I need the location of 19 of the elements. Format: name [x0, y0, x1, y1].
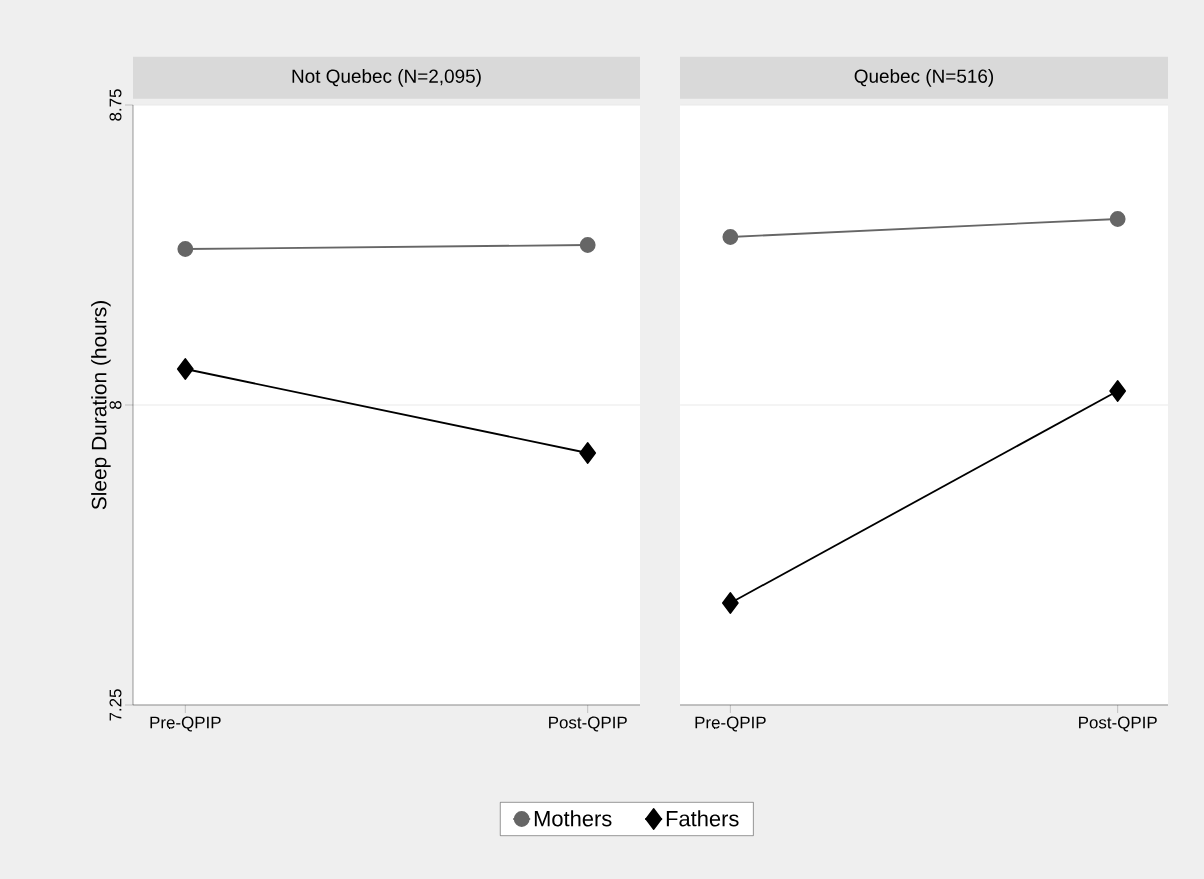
y-tick-label: 8	[109, 401, 122, 409]
point	[1109, 211, 1126, 227]
point	[1109, 380, 1127, 402]
point	[177, 241, 194, 257]
legend-label: Fathers	[666, 810, 739, 827]
point	[579, 442, 597, 464]
y-tick-label: 7.25	[109, 689, 122, 721]
point	[722, 229, 739, 245]
point	[579, 237, 596, 253]
x-tick-label: Pre-QPIP	[150, 716, 221, 732]
legend-label: Mothers	[534, 810, 612, 827]
x-tick-label: Pre-QPIP	[695, 716, 766, 732]
chart-title: Not Quebec (N=2,095)	[292, 69, 481, 87]
x-tick-label: Post-QPIP	[549, 716, 627, 732]
x-tick-label: Post-QPIP	[1079, 716, 1157, 732]
chart-title: Quebec (N=516)	[854, 68, 994, 87]
point	[721, 592, 739, 614]
y-tick-label: 8.75	[109, 89, 122, 121]
point	[176, 358, 194, 380]
